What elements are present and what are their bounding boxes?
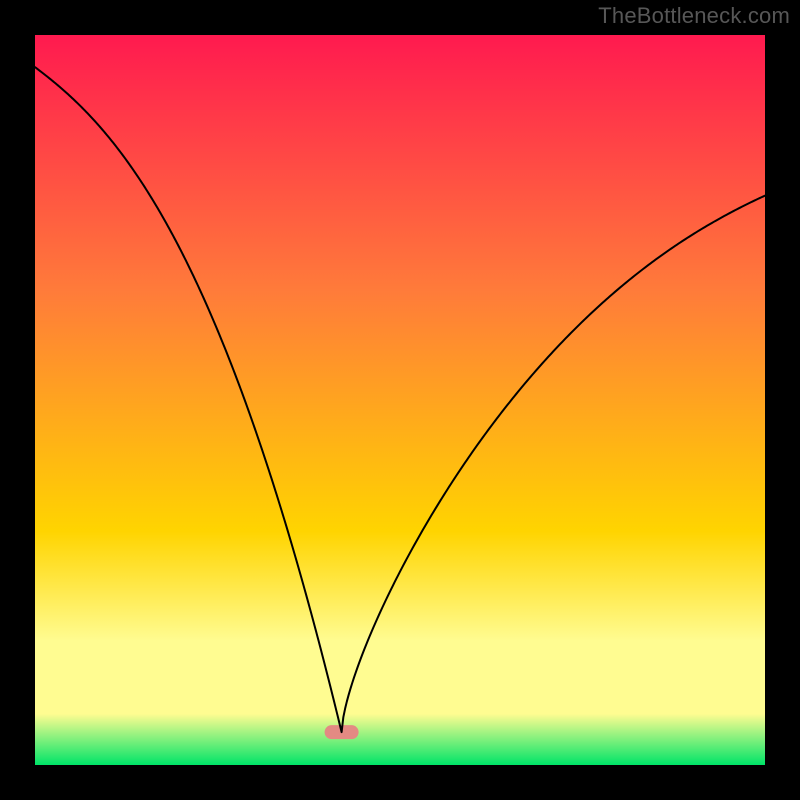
watermark-label: TheBottleneck.com bbox=[598, 3, 790, 29]
chart-container: TheBottleneck.com bbox=[0, 0, 800, 800]
bottleneck-chart bbox=[0, 0, 800, 800]
plot-area bbox=[35, 35, 765, 765]
